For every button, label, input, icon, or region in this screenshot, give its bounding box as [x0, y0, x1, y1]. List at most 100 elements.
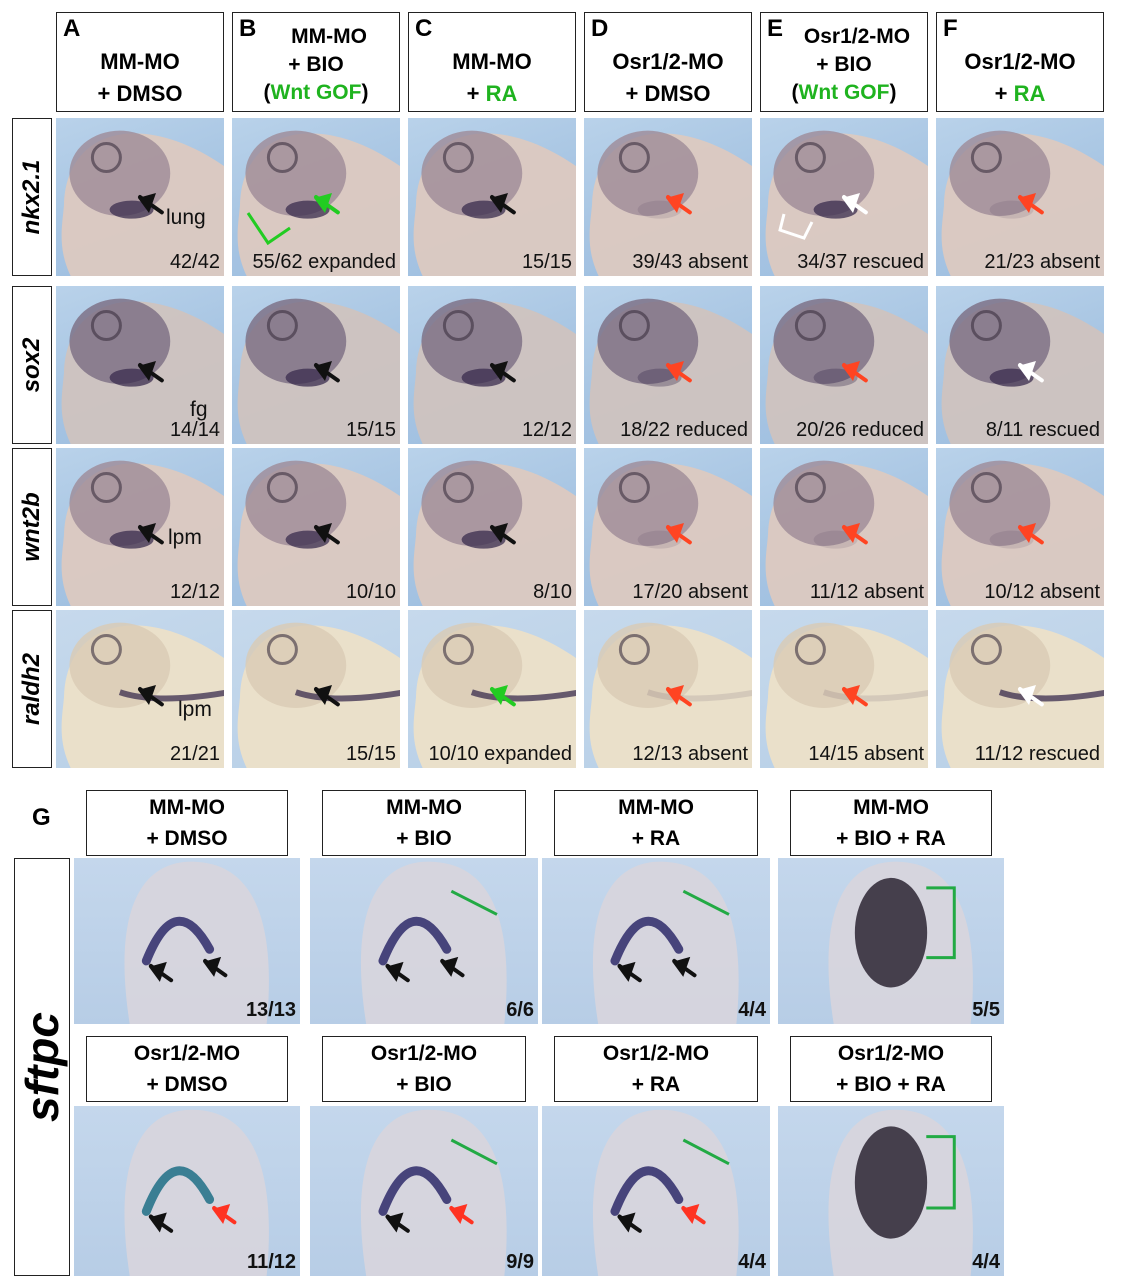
sftpc-embryo-image: 5/5 [778, 858, 1004, 1024]
arrow-green [314, 193, 340, 215]
header-b: B MM-MO + BIO (Wnt GOF) [232, 12, 400, 112]
g-header: Osr1/2-MO + RA [554, 1036, 758, 1102]
count-label: 42/42 [169, 251, 220, 273]
black-arrow-head [148, 1212, 167, 1233]
sftpc-count: 6/6 [506, 999, 534, 1021]
embryo-eye [442, 142, 474, 173]
stain-spot [989, 530, 1034, 549]
embryo-outline [360, 1109, 507, 1276]
sftpc-count: 13/13 [245, 999, 296, 1021]
header-line: MM-MO [409, 49, 575, 75]
count-label: 39/43 absent [632, 251, 748, 273]
black-arrow-head [440, 956, 459, 977]
embryo-drawing [237, 130, 400, 276]
embryo-drawing [61, 460, 224, 606]
sftpc-drawing [360, 861, 507, 1024]
g-header: MM-MO + BIO [322, 790, 526, 856]
embryo-eye [794, 634, 826, 665]
stain-spot [813, 530, 858, 549]
embryo-eye [618, 634, 650, 665]
embryo-eye [442, 310, 474, 341]
embryo-drawing [61, 130, 224, 276]
header-text: + DMSO [97, 81, 183, 106]
count-label: 14/14 [169, 419, 220, 441]
arrow-red-head [666, 523, 684, 543]
arrow-red [666, 193, 692, 215]
stain-band [118, 689, 224, 702]
embryo-image: 12/12 [408, 286, 576, 444]
white-bracket [778, 213, 814, 240]
sftpc-drawing [124, 1109, 269, 1276]
embryo-image: 8/11 rescued [936, 286, 1104, 444]
count-label: 14/15 absent [808, 743, 924, 765]
stain-spot [285, 530, 330, 549]
embryo-drawing [941, 130, 1104, 276]
sftpc-drawing [592, 1109, 739, 1276]
stain-spot [285, 200, 330, 219]
lung-stain [378, 1166, 452, 1216]
embryo-drawing [61, 298, 224, 444]
embryo-eye [90, 310, 122, 341]
header-line: MM-MO [233, 25, 399, 49]
g-header: MM-MO + RA [554, 790, 758, 856]
stain-spot [109, 530, 154, 549]
arrow-red [1018, 523, 1044, 545]
embryo-image: 10/12 absent [936, 448, 1104, 606]
embryo-drawing [589, 130, 752, 276]
embryo-image: 18/22 reduced [584, 286, 752, 444]
embryo-outline [592, 1109, 739, 1276]
embryo-image: 15/15 [232, 286, 400, 444]
black-arrow [148, 1212, 174, 1233]
header-line: (Wnt GOF) [761, 81, 927, 105]
embryo-image: 14/15 absent [760, 610, 928, 768]
stain-spot [109, 200, 154, 219]
sftpc-embryo-image: 11/12 [74, 1106, 300, 1276]
arrow-black [138, 193, 164, 215]
embryo-drawing [765, 622, 928, 768]
green-arrow [682, 889, 730, 916]
embryo-eye [442, 634, 474, 665]
arrow-red [666, 685, 692, 707]
arrow-black-head [490, 193, 508, 213]
sftpc-count: 4/4 [738, 1251, 766, 1273]
embryo-image: 11/12 absent [760, 448, 928, 606]
count-label: 15/15 [345, 743, 396, 765]
arrow-red-head [842, 361, 860, 381]
dark-stain [854, 1126, 928, 1239]
embryo-eye [90, 472, 122, 503]
header-line: (Wnt GOF) [233, 81, 399, 105]
header-text: + [994, 81, 1014, 106]
header-text: Osr1/2-MO [803, 25, 911, 48]
lung-stain [141, 916, 215, 966]
embryo-drawing [413, 460, 576, 606]
g-header-line1: MM-MO [618, 796, 694, 819]
black-arrow-head [385, 1212, 404, 1233]
anatomy-tag-lpm: lpm [168, 526, 202, 549]
panel-g-letter: G [32, 804, 51, 831]
header-text: + BIO [816, 53, 872, 76]
count-label: 34/37 rescued [797, 251, 924, 273]
count-label: 21/23 absent [984, 251, 1100, 273]
embryo-drawing [413, 298, 576, 444]
stain-band [646, 689, 752, 702]
header-line: + RA [937, 81, 1103, 107]
gene-label: nkx2.1 [18, 159, 45, 235]
header-line: Osr1/2-MO [761, 25, 927, 49]
arrow-black-head [314, 361, 332, 381]
arrow-black [490, 361, 516, 383]
embryo-eye [970, 142, 1002, 173]
arrow-black-head [490, 523, 508, 543]
header-text: + DMSO [625, 81, 711, 106]
embryo-drawing [589, 622, 752, 768]
sftpc-embryo-image: 4/4 [778, 1106, 1004, 1276]
red-arrow [212, 1204, 237, 1225]
black-arrow [385, 1212, 410, 1233]
sftpc-label: sftpc [16, 1012, 68, 1122]
header-a: A MM-MO + DMSO [56, 12, 224, 112]
arrow-white [842, 193, 868, 215]
embryo-drawing [765, 298, 928, 444]
header-line: Osr1/2-MO [937, 49, 1103, 75]
g-header-line2: + DMSO [146, 1073, 228, 1096]
count-label: 15/15 [521, 251, 572, 273]
header-text: MM-MO [100, 49, 180, 74]
